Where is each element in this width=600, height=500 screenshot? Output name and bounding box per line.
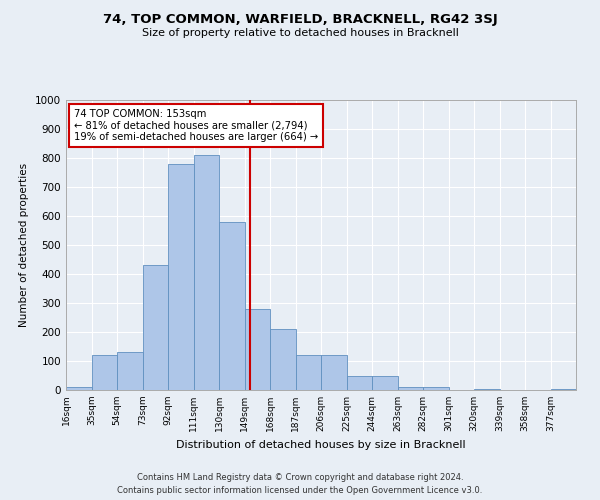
Bar [66,387,91,390]
Bar [91,355,117,390]
Bar [219,222,245,390]
Bar [296,355,321,390]
Bar [245,309,270,390]
Bar [193,155,219,390]
Bar [347,376,372,390]
Bar [551,388,576,390]
Bar [398,387,423,390]
Y-axis label: Number of detached properties: Number of detached properties [19,163,29,327]
Bar [117,352,143,390]
Text: Size of property relative to detached houses in Bracknell: Size of property relative to detached ho… [142,28,458,38]
Bar [143,266,168,390]
Bar [168,164,193,390]
Text: Contains HM Land Registry data © Crown copyright and database right 2024.
Contai: Contains HM Land Registry data © Crown c… [118,474,482,495]
Bar [474,388,499,390]
Bar [372,376,398,390]
Text: 74, TOP COMMON, WARFIELD, BRACKNELL, RG42 3SJ: 74, TOP COMMON, WARFIELD, BRACKNELL, RG4… [103,12,497,26]
X-axis label: Distribution of detached houses by size in Bracknell: Distribution of detached houses by size … [176,440,466,450]
Text: 74 TOP COMMON: 153sqm
← 81% of detached houses are smaller (2,794)
19% of semi-d: 74 TOP COMMON: 153sqm ← 81% of detached … [74,108,318,142]
Bar [270,329,296,390]
Bar [423,387,449,390]
Bar [321,355,347,390]
